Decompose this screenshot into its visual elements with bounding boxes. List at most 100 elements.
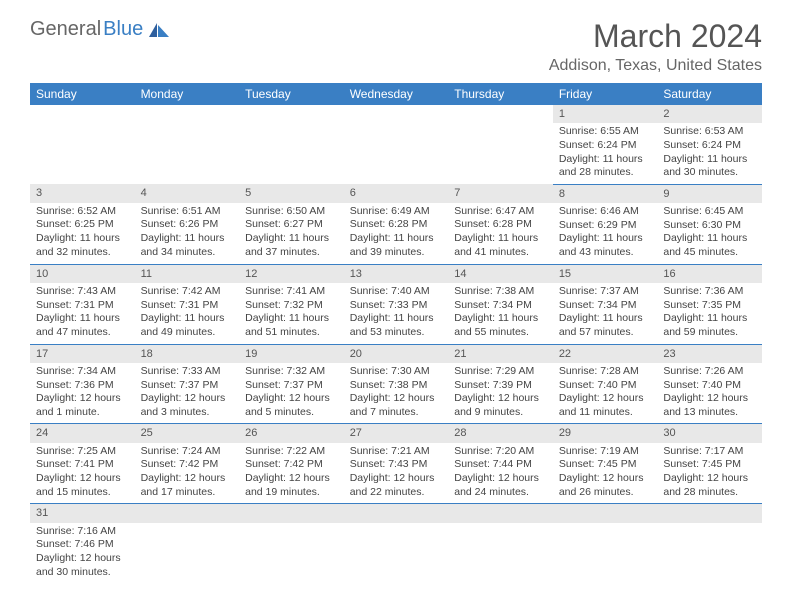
sunset-line: Sunset: 7:32 PM xyxy=(245,299,338,313)
day-number: 3 xyxy=(30,184,135,202)
calendar-cell: 8Sunrise: 6:46 AMSunset: 6:29 PMDaylight… xyxy=(553,184,658,264)
daylight-line: Daylight: 12 hours and 15 minutes. xyxy=(36,472,129,499)
sunset-line: Sunset: 7:35 PM xyxy=(663,299,756,313)
sunset-line: Sunset: 7:43 PM xyxy=(350,458,443,472)
calendar-cell: 27 Sunrise: 7:21 AMSunset: 7:43 PMDayligh… xyxy=(344,424,449,504)
sunrise-line: Sunrise: 7:17 AM xyxy=(663,445,756,459)
calendar-cell: 25Sunrise: 7:24 AMSunset: 7:42 PMDayligh… xyxy=(135,424,240,504)
sunrise-line: Sunrise: 7:20 AM xyxy=(454,445,547,459)
sunrise-line: Sunrise: 7:43 AM xyxy=(36,285,129,299)
daylight-line: Daylight: 12 hours and 22 minutes. xyxy=(350,472,443,499)
weekday-header-row: SundayMondayTuesdayWednesdayThursdayFrid… xyxy=(30,83,762,105)
sunset-line: Sunset: 7:31 PM xyxy=(36,299,129,313)
day-content: Sunrise: 7:37 AMSunset: 7:34 PMDaylight:… xyxy=(553,283,658,344)
day-number: 11 xyxy=(135,265,240,283)
sunset-line: Sunset: 6:28 PM xyxy=(350,218,443,232)
calendar-table: SundayMondayTuesdayWednesdayThursdayFrid… xyxy=(30,83,762,583)
month-title: March 2024 xyxy=(549,18,762,55)
sunset-line: Sunset: 7:44 PM xyxy=(454,458,547,472)
calendar-week-row: 17Sunrise: 7:34 AMSunset: 7:36 PMDayligh… xyxy=(30,344,762,424)
daylight-line: Daylight: 12 hours and 9 minutes. xyxy=(454,392,547,419)
day-number: 22 xyxy=(553,345,658,363)
daylight-line: Daylight: 11 hours and 55 minutes. xyxy=(454,312,547,339)
daylight-line: Daylight: 12 hours and 26 minutes. xyxy=(559,472,652,499)
sunrise-line: Sunrise: 7:16 AM xyxy=(36,525,129,539)
day-content: Sunrise: 7:42 AMSunset: 7:31 PMDaylight:… xyxy=(135,283,240,344)
day-number: 20 xyxy=(344,345,449,363)
sunset-line: Sunset: 7:40 PM xyxy=(559,379,652,393)
weekday-header: Saturday xyxy=(657,83,762,105)
daylight-line: Daylight: 11 hours and 39 minutes. xyxy=(350,232,443,259)
calendar-cell: 12 Sunrise: 7:41 AMSunset: 7:32 PMDayligh… xyxy=(239,264,344,344)
calendar-cell: 2Sunrise: 6:53 AMSunset: 6:24 PMDaylight… xyxy=(657,105,762,184)
calendar-cell: 23Sunrise: 7:26 AMSunset: 7:40 PMDayligh… xyxy=(657,344,762,424)
daylight-line: Daylight: 11 hours and 47 minutes. xyxy=(36,312,129,339)
sunset-line: Sunset: 7:33 PM xyxy=(350,299,443,313)
sunset-line: Sunset: 7:37 PM xyxy=(141,379,234,393)
day-number: 5 xyxy=(239,184,344,202)
day-number: 15 xyxy=(553,265,658,283)
calendar-cell: 30Sunrise: 7:17 AMSunset: 7:45 PMDayligh… xyxy=(657,424,762,504)
calendar-cell xyxy=(344,504,449,583)
sunrise-line: Sunrise: 7:33 AM xyxy=(141,365,234,379)
sunset-line: Sunset: 7:45 PM xyxy=(559,458,652,472)
sunrise-line: Sunrise: 7:41 AM xyxy=(245,285,338,299)
calendar-cell: 28Sunrise: 7:20 AMSunset: 7:44 PMDayligh… xyxy=(448,424,553,504)
calendar-cell xyxy=(553,504,658,583)
day-number: 25 xyxy=(135,424,240,442)
calendar-cell: 29Sunrise: 7:19 AMSunset: 7:45 PMDayligh… xyxy=(553,424,658,504)
daylight-line: Daylight: 11 hours and 28 minutes. xyxy=(559,153,652,180)
calendar-week-row: 31Sunrise: 7:16 AMSunset: 7:46 PMDayligh… xyxy=(30,504,762,583)
sunrise-line: Sunrise: 6:50 AM xyxy=(245,205,338,219)
day-number: 26 xyxy=(239,424,344,442)
day-number: 9 xyxy=(657,185,762,203)
title-block: March 2024 Addison, Texas, United States xyxy=(549,18,762,75)
sunrise-line: Sunrise: 7:38 AM xyxy=(454,285,547,299)
calendar-cell xyxy=(239,105,344,184)
calendar-cell: 6Sunrise: 6:49 AMSunset: 6:28 PMDaylight… xyxy=(344,184,449,264)
logo-text-blue: Blue xyxy=(103,18,143,41)
daylight-line: Daylight: 11 hours and 32 minutes. xyxy=(36,232,129,259)
day-content: Sunrise: 7:34 AMSunset: 7:36 PMDaylight:… xyxy=(30,363,135,424)
day-content: Sunrise: 7:26 AMSunset: 7:40 PMDaylight:… xyxy=(657,363,762,424)
day-content: Sunrise: 7:19 AMSunset: 7:45 PMDaylight:… xyxy=(553,443,658,504)
day-number: 27 xyxy=(344,424,449,442)
daylight-line: Daylight: 11 hours and 45 minutes. xyxy=(663,232,756,259)
calendar-cell: 7Sunrise: 6:47 AMSunset: 6:28 PMDaylight… xyxy=(448,184,553,264)
calendar-cell: 15Sunrise: 7:37 AMSunset: 7:34 PMDayligh… xyxy=(553,264,658,344)
day-number: 14 xyxy=(448,265,553,283)
daylight-line: Daylight: 12 hours and 24 minutes. xyxy=(454,472,547,499)
calendar-cell: 22Sunrise: 7:28 AMSunset: 7:40 PMDayligh… xyxy=(553,344,658,424)
calendar-cell xyxy=(448,504,553,583)
daylight-line: Daylight: 11 hours and 37 minutes. xyxy=(245,232,338,259)
sunrise-line: Sunrise: 7:21 AM xyxy=(350,445,443,459)
daylight-line: Daylight: 11 hours and 51 minutes. xyxy=(245,312,338,339)
logo-sail-icon xyxy=(147,21,171,39)
day-content: Sunrise: 6:50 AMSunset: 6:27 PMDaylight:… xyxy=(239,203,344,264)
sunrise-line: Sunrise: 7:28 AM xyxy=(559,365,652,379)
day-content: Sunrise: 7:24 AMSunset: 7:42 PMDaylight:… xyxy=(135,443,240,504)
calendar-cell xyxy=(448,105,553,184)
sunset-line: Sunset: 7:42 PM xyxy=(245,458,338,472)
day-number: 12 xyxy=(239,265,344,283)
sunrise-line: Sunrise: 7:24 AM xyxy=(141,445,234,459)
calendar-body: 1Sunrise: 6:55 AMSunset: 6:24 PMDaylight… xyxy=(30,105,762,583)
weekday-header: Wednesday xyxy=(344,83,449,105)
sunrise-line: Sunrise: 6:46 AM xyxy=(559,205,652,219)
sunrise-line: Sunrise: 6:52 AM xyxy=(36,205,129,219)
daylight-line: Daylight: 12 hours and 17 minutes. xyxy=(141,472,234,499)
calendar-cell: 4Sunrise: 6:51 AMSunset: 6:26 PMDaylight… xyxy=(135,184,240,264)
day-number: 13 xyxy=(344,265,449,283)
day-number: 1 xyxy=(553,105,658,123)
daylight-line: Daylight: 12 hours and 19 minutes. xyxy=(245,472,338,499)
sunrise-line: Sunrise: 7:42 AM xyxy=(141,285,234,299)
calendar-cell: 31Sunrise: 7:16 AMSunset: 7:46 PMDayligh… xyxy=(30,504,135,583)
weekday-header: Sunday xyxy=(30,83,135,105)
location: Addison, Texas, United States xyxy=(549,57,762,75)
day-content: Sunrise: 7:30 AMSunset: 7:38 PMDaylight:… xyxy=(344,363,449,424)
calendar-week-row: 10Sunrise: 7:43 AMSunset: 7:31 PMDayligh… xyxy=(30,264,762,344)
sunrise-line: Sunrise: 7:32 AM xyxy=(245,365,338,379)
day-content: Sunrise: 7:40 AMSunset: 7:33 PMDaylight:… xyxy=(344,283,449,344)
day-content: Sunrise: 7:43 AMSunset: 7:31 PMDaylight:… xyxy=(30,283,135,344)
sunset-line: Sunset: 6:26 PM xyxy=(141,218,234,232)
